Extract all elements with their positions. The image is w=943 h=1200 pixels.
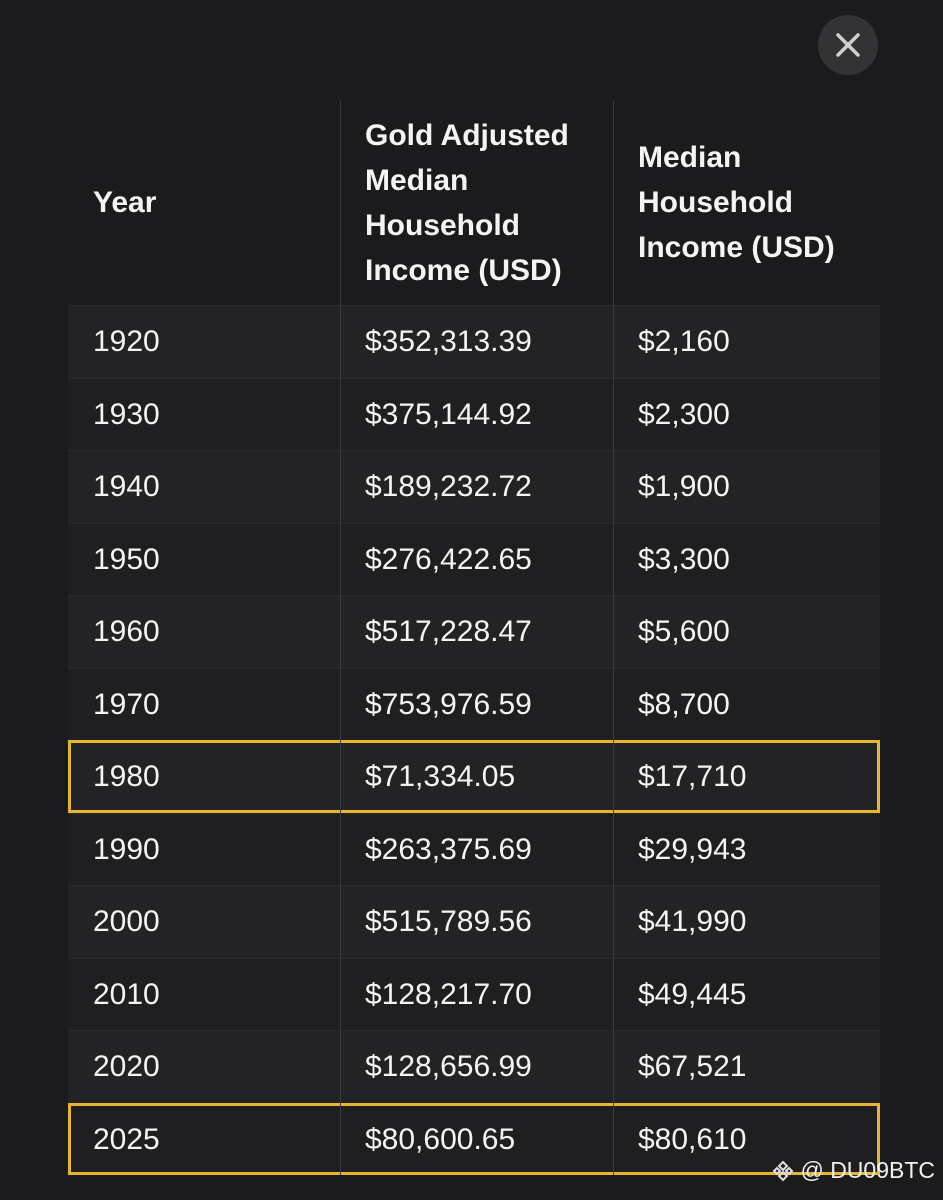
table-cell: 2020 <box>93 1050 160 1084</box>
table-cell: 1980 <box>93 760 160 794</box>
table-row: 2010 $128,217.70 $49,445 <box>68 957 880 1031</box>
table-cell: $71,334.05 <box>365 760 516 794</box>
table-row: 1940 $189,232.72 $1,900 <box>68 450 880 524</box>
table-cell: $67,521 <box>638 1050 747 1084</box>
table-cell: 1990 <box>93 832 160 866</box>
table-cell: 1950 <box>93 542 160 576</box>
table-cell: $753,976.59 <box>365 687 532 721</box>
table-row: 2025 $80,600.65 $80,610 <box>68 1102 880 1176</box>
table-cell: $17,710 <box>638 760 747 794</box>
table-row: 1920 $352,313.39 $2,160 <box>68 305 880 379</box>
close-button[interactable] <box>818 15 878 75</box>
table-cell: $128,656.99 <box>365 1050 532 1084</box>
table-cell: $2,160 <box>638 325 730 359</box>
table-cell: 2025 <box>93 1122 160 1156</box>
table-row: 1980 $71,334.05 $17,710 <box>68 740 880 814</box>
table-cell: 1960 <box>93 615 160 649</box>
table-row: 1990 $263,375.69 $29,943 <box>68 812 880 886</box>
row-highlight <box>68 1102 880 1175</box>
table-cell: 1930 <box>93 397 160 431</box>
row-highlight <box>68 740 880 813</box>
table-cell: 1970 <box>93 687 160 721</box>
table-cell: $8,700 <box>638 687 730 721</box>
table-cell: $352,313.39 <box>365 325 532 359</box>
table-cell: $80,600.65 <box>365 1122 516 1156</box>
table-row: 2020 $128,656.99 $67,521 <box>68 1030 880 1104</box>
column-divider <box>340 100 341 1175</box>
header-cell: Year <box>93 186 157 219</box>
watermark-icon <box>773 1160 794 1181</box>
table-row: 1930 $375,144.92 $2,300 <box>68 377 880 451</box>
table-cell: 2010 <box>93 977 160 1011</box>
watermark-text: @ DU09BTC <box>800 1157 935 1183</box>
table-cell: $29,943 <box>638 832 747 866</box>
table-row: 2000 $515,789.56 $41,990 <box>68 885 880 959</box>
close-icon <box>836 33 860 57</box>
table-cell: $375,144.92 <box>365 397 532 431</box>
table-row: 1950 $276,422.65 $3,300 <box>68 522 880 596</box>
header-cell: Gold Adjusted Median Household Income (U… <box>365 118 569 287</box>
table-cell: 1940 <box>93 470 160 504</box>
table-cell: $49,445 <box>638 977 747 1011</box>
table-cell: $1,900 <box>638 470 730 504</box>
table-row: 1960 $517,228.47 $5,600 <box>68 595 880 669</box>
table-cell: $276,422.65 <box>365 542 532 576</box>
table-cell: $41,990 <box>638 905 747 939</box>
table-cell: $3,300 <box>638 542 730 576</box>
table-cell: 2000 <box>93 905 160 939</box>
watermark: @ DU09BTC <box>772 1157 935 1184</box>
table-cell: 1920 <box>93 325 160 359</box>
column-divider <box>613 100 614 1175</box>
table-cell: $128,217.70 <box>365 977 532 1011</box>
table-cell: $2,300 <box>638 397 730 431</box>
table-cell: $517,228.47 <box>365 615 532 649</box>
table-cell: $189,232.72 <box>365 470 532 504</box>
table-cell: $80,610 <box>638 1122 747 1156</box>
table-cell: $5,600 <box>638 615 730 649</box>
table-row: 1970 $753,976.59 $8,700 <box>68 667 880 741</box>
header-cell: Median Household Income (USD) <box>638 141 835 264</box>
table-cell: $263,375.69 <box>365 832 532 866</box>
table-cell: $515,789.56 <box>365 905 532 939</box>
